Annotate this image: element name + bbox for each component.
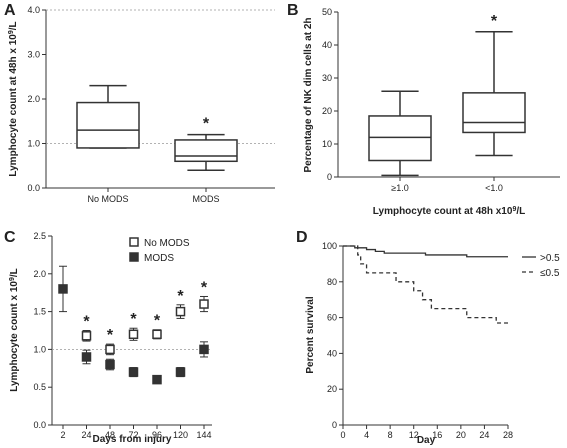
panel-c-x-axis-label: Days from injury	[93, 434, 172, 445]
panel-d-y-tick-label-1: 20	[327, 384, 337, 394]
panel-c-x-tick-label-1: 24	[81, 430, 91, 440]
panel-b-significance-star-1: *	[491, 13, 498, 30]
panel-c-point-1-2	[105, 359, 115, 370]
panel-d-x-tick-label-7: 28	[503, 430, 513, 440]
panel-b-y-tick-label-5: 50	[322, 7, 332, 17]
panel-c-significance-star-2: *	[107, 327, 114, 344]
panel-b-y-tick-label-1: 10	[322, 139, 332, 149]
panel-a-box-1	[174, 139, 238, 163]
panel-b-x-axis-label: Lymphocyte count at 48h x109/L	[373, 206, 525, 218]
panel-a-x-tick-label-1: MODS	[193, 194, 220, 204]
panel-d-legend-label-0: >0.5	[540, 253, 560, 264]
panel-a: A 0.0 1.0 2.0 3.0 4.0 No MODS MODS * Lymphocyte …	[4, 2, 275, 204]
panel-c-x-tick-label-3: 72	[128, 430, 138, 440]
panel-c-point-0-5	[175, 306, 186, 317]
panel-c-y-tick-label-0: 0.0	[33, 420, 46, 430]
panel-d-y-tick-label-5: 100	[322, 241, 337, 251]
panel-d-survival-line-0	[343, 245, 508, 258]
panel-c-point-0-4	[152, 329, 162, 340]
panel-b-x-tick-label-0: ≥1.0	[391, 183, 408, 193]
panel-c-y-tick-label-4: 2.0	[33, 269, 46, 279]
panel-d-y-tick-label-0: 0	[332, 420, 337, 430]
panel-b-y-axis-label: Percentage of NK dim cells at 2h	[303, 17, 314, 172]
panel-c-point-0-2	[105, 344, 115, 355]
panel-b-y-tick-label-3: 30	[322, 73, 332, 83]
panel-c-significance-star-1: *	[83, 314, 90, 331]
panel-d-x-tick-label-3: 12	[409, 430, 419, 440]
panel-c-letter: C	[4, 229, 16, 246]
panel-c-point-0-1	[81, 331, 92, 341]
panel-a-x-tick-label-0: No MODS	[87, 194, 128, 204]
panel-d-y-tick-label-2: 40	[327, 348, 337, 358]
panel-c-point-0-6	[199, 299, 209, 309]
panel-c-point-1-0	[58, 284, 68, 294]
panel-d-x-tick-label-1: 4	[364, 430, 369, 440]
panel-d-y-axis-label: Percent survival	[305, 296, 316, 373]
panel-d: D 0 20 40 60 80 100 0 4 8 12 16 20 24 28 >0.5 ≤0.5 Perce…	[296, 229, 560, 446]
panel-c-point-1-1	[81, 352, 92, 362]
panel-c-point-1-4	[152, 374, 162, 385]
panel-b-box-0	[368, 115, 432, 162]
panel-c-significance-star-3: *	[130, 311, 137, 328]
panel-b-x-tick-label-1: <1.0	[485, 183, 503, 193]
panel-a-y-tick-label-4: 4.0	[27, 5, 40, 15]
panel-a-significance-star-1: *	[203, 116, 210, 133]
panel-d-x-tick-label-0: 0	[340, 430, 345, 440]
panel-b-box-1	[462, 92, 526, 134]
panel-c-point-1-6	[199, 344, 209, 355]
panel-c-y-tick-label-2: 1.0	[33, 344, 46, 354]
panel-c-y-tick-label-5: 2.5	[33, 231, 46, 241]
panel-d-y-tick-label-3: 60	[327, 313, 337, 323]
panel-b-y-tick-label-4: 40	[322, 40, 332, 50]
panel-d-x-tick-label-4: 16	[432, 430, 442, 440]
panel-c-x-tick-label-2: 48	[105, 430, 115, 440]
panel-b-y-tick-label-2: 20	[322, 106, 332, 116]
panel-c-legend-marker-0	[129, 237, 139, 247]
panel-c-point-1-3	[128, 367, 139, 377]
panel-c-y-tick-label-1: 0.5	[33, 382, 46, 392]
panel-c-y-tick-label-3: 1.5	[33, 307, 46, 317]
panel-c-x-tick-label-6: 144	[196, 430, 211, 440]
panel-c-x-tick-label-4: 96	[152, 430, 162, 440]
panel-c-y-axis-label: Lymphocyte count x 109/L	[9, 268, 21, 392]
panel-c-significance-star-4: *	[154, 313, 161, 330]
panel-c-point-0-3	[128, 329, 139, 340]
panel-a-y-tick-label-0: 0.0	[27, 183, 40, 193]
panel-c-x-tick-label-5: 120	[173, 430, 188, 440]
panel-a-y-tick-label-3: 3.0	[27, 50, 40, 60]
panel-d-survival-line-1	[343, 245, 508, 324]
panel-c-significance-star-5: *	[177, 288, 184, 305]
panel-c-legend-label-0: No MODS	[144, 238, 190, 249]
panel-b-y-tick-label-0: 0	[327, 172, 332, 182]
panel-a-box-0	[76, 101, 140, 149]
panel-d-legend-label-1: ≤0.5	[540, 268, 560, 279]
panel-d-letter: D	[296, 229, 308, 246]
panel-d-x-axis-label: Day	[417, 435, 436, 446]
panel-a-y-tick-label-2: 2.0	[27, 94, 40, 104]
panel-d-y-tick-label-4: 80	[327, 277, 337, 287]
panel-c-significance-star-6: *	[201, 279, 208, 296]
panel-a-y-tick-label-1: 1.0	[27, 139, 40, 149]
panel-c-point-1-5	[175, 367, 186, 377]
panel-a-y-axis-label: Lymphocyte count at 48h x 109/L	[8, 21, 20, 176]
panel-b: B 0 10 20 30 40 50 ≥1.0 <1.0 * Percentage of NK d…	[287, 2, 560, 217]
panel-c-legend-marker-1	[129, 252, 139, 262]
panel-c-x-tick-label-0: 2	[60, 430, 65, 440]
panel-b-letter: B	[287, 2, 299, 19]
panel-c: C 0.0 0.5 1.0 1.5 2.0 2.5 2 24 48 72 96 120 144 * * * * *…	[4, 229, 212, 445]
panel-a-letter: A	[4, 2, 16, 19]
panel-c-legend-label-1: MODS	[144, 253, 174, 264]
panel-d-x-tick-label-2: 8	[388, 430, 393, 440]
panel-d-x-tick-label-5: 20	[456, 430, 466, 440]
panel-d-x-tick-label-6: 24	[479, 430, 489, 440]
